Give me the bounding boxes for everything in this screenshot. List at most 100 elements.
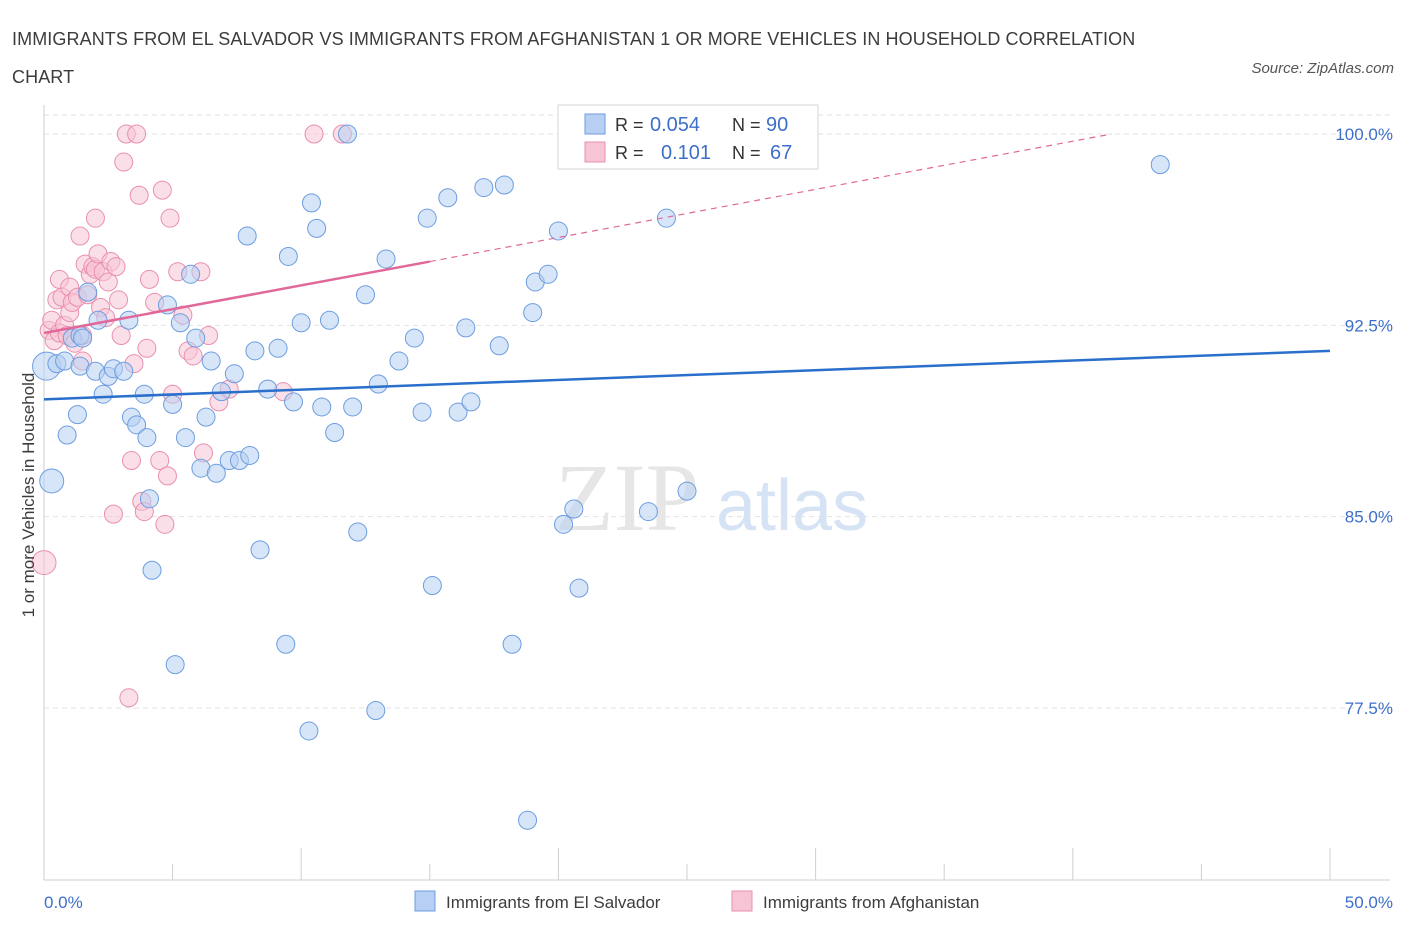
point-el-salvador	[258, 379, 278, 399]
legend-n-value: 67	[770, 142, 792, 164]
chart-title: IMMIGRANTS FROM EL SALVADOR VS IMMIGRANT…	[12, 29, 1136, 87]
gridlines	[44, 114, 1390, 709]
point-el-salvador	[677, 481, 697, 501]
point-el-salvador	[502, 634, 522, 654]
point-el-salvador	[139, 489, 159, 509]
point-afghanistan	[106, 257, 126, 277]
point-afghanistan	[121, 451, 141, 471]
point-el-salvador	[245, 341, 265, 361]
y-tick-label: 85.0%	[1345, 508, 1393, 527]
point-afghanistan	[157, 466, 177, 486]
point-el-salvador	[224, 364, 244, 384]
watermark-atlas: atlas	[716, 466, 868, 546]
point-afghanistan	[129, 185, 149, 205]
point-el-salvador	[348, 522, 368, 542]
point-el-salvador	[57, 425, 77, 445]
point-el-salvador	[554, 514, 574, 534]
trend-line-afghanistan	[43, 260, 431, 335]
legend-n-label: N =	[732, 143, 761, 163]
legend-r-label: R =	[615, 143, 644, 163]
point-afghanistan	[183, 346, 203, 366]
point-el-salvador	[276, 634, 296, 654]
point-afghanistan	[70, 226, 90, 246]
x-tick-label-max: 50.0%	[1345, 893, 1393, 912]
point-afghanistan	[111, 326, 131, 346]
point-el-salvador	[78, 282, 98, 302]
point-el-salvador	[417, 208, 437, 228]
point-el-salvador	[564, 499, 584, 519]
bottom-legend-label-el-salvador: Immigrants from El Salvador	[446, 893, 661, 912]
point-el-salvador	[127, 415, 147, 435]
legend-r-label: R =	[615, 115, 644, 135]
point-el-salvador	[175, 428, 195, 448]
point-el-salvador	[186, 328, 206, 348]
tick-labels: 77.5% 85.0% 92.5% 100.0% 0.0% 50.0%	[44, 125, 1393, 912]
point-afghanistan	[155, 514, 175, 534]
y-tick-label: 92.5%	[1345, 316, 1393, 335]
point-el-salvador	[237, 226, 257, 246]
point-el-salvador	[325, 422, 345, 442]
point-el-salvador	[165, 655, 185, 675]
y-axis-label: 1 or more Vehicles in Household	[19, 373, 38, 618]
point-el-salvador	[73, 328, 93, 348]
data-points	[31, 124, 1170, 830]
point-el-salvador	[404, 328, 424, 348]
point-afghanistan	[114, 152, 134, 172]
point-el-salvador	[196, 407, 216, 427]
point-el-salvador	[448, 402, 468, 422]
point-el-salvador	[422, 576, 442, 596]
point-el-salvador	[366, 701, 386, 721]
point-el-salvador	[438, 188, 458, 208]
legend-swatch-blue	[584, 113, 606, 135]
legend-n-value: 90	[766, 114, 788, 136]
x-tick-label-min: 0.0%	[44, 893, 83, 912]
point-el-salvador	[319, 310, 339, 330]
point-el-salvador	[368, 374, 388, 394]
point-el-salvador	[268, 338, 288, 358]
legend-n-label: N =	[732, 115, 761, 135]
point-el-salvador	[356, 285, 375, 305]
point-el-salvador	[389, 351, 409, 371]
point-el-salvador	[656, 208, 676, 228]
point-el-salvador	[283, 392, 303, 412]
point-afghanistan	[109, 290, 129, 310]
point-el-salvador	[170, 313, 190, 333]
watermark-zip: ZIP	[555, 444, 699, 551]
legend-swatch-pink	[584, 141, 606, 163]
trend-line-afghanistan-extrapolated	[429, 133, 1112, 263]
point-el-salvador	[119, 310, 139, 330]
watermark: ZIP atlas	[555, 444, 868, 551]
point-el-salvador	[39, 468, 65, 494]
point-el-salvador	[548, 221, 568, 241]
point-el-salvador	[67, 405, 87, 425]
axes	[43, 105, 1390, 881]
trend-lines	[43, 133, 1331, 401]
point-afghanistan	[85, 208, 105, 228]
point-el-salvador	[278, 246, 298, 266]
point-el-salvador	[88, 310, 108, 330]
trend-line-el-salvador	[43, 349, 1331, 401]
point-el-salvador	[93, 384, 113, 404]
point-el-salvador	[337, 124, 357, 144]
bottom-legend-swatch-pink	[731, 890, 753, 912]
point-afghanistan	[137, 338, 157, 358]
bottom-legend-label-afghanistan: Immigrants from Afghanistan	[763, 893, 979, 912]
legend-r-value: 0.101	[661, 142, 711, 164]
point-el-salvador	[240, 445, 260, 465]
y-tick-label: 100.0%	[1335, 125, 1393, 144]
point-el-salvador	[343, 397, 363, 417]
point-el-salvador	[456, 318, 476, 338]
legend-r-value: 0.054	[650, 114, 700, 136]
point-el-salvador	[1150, 155, 1170, 175]
point-el-salvador	[250, 540, 270, 560]
point-afghanistan	[103, 504, 123, 524]
point-afghanistan	[98, 272, 118, 292]
point-el-salvador	[376, 249, 396, 269]
point-el-salvador	[114, 361, 134, 381]
point-afghanistan	[119, 688, 139, 708]
point-el-salvador	[312, 397, 332, 417]
point-el-salvador	[489, 336, 509, 356]
point-el-salvador	[181, 264, 201, 284]
point-el-salvador	[523, 303, 543, 323]
